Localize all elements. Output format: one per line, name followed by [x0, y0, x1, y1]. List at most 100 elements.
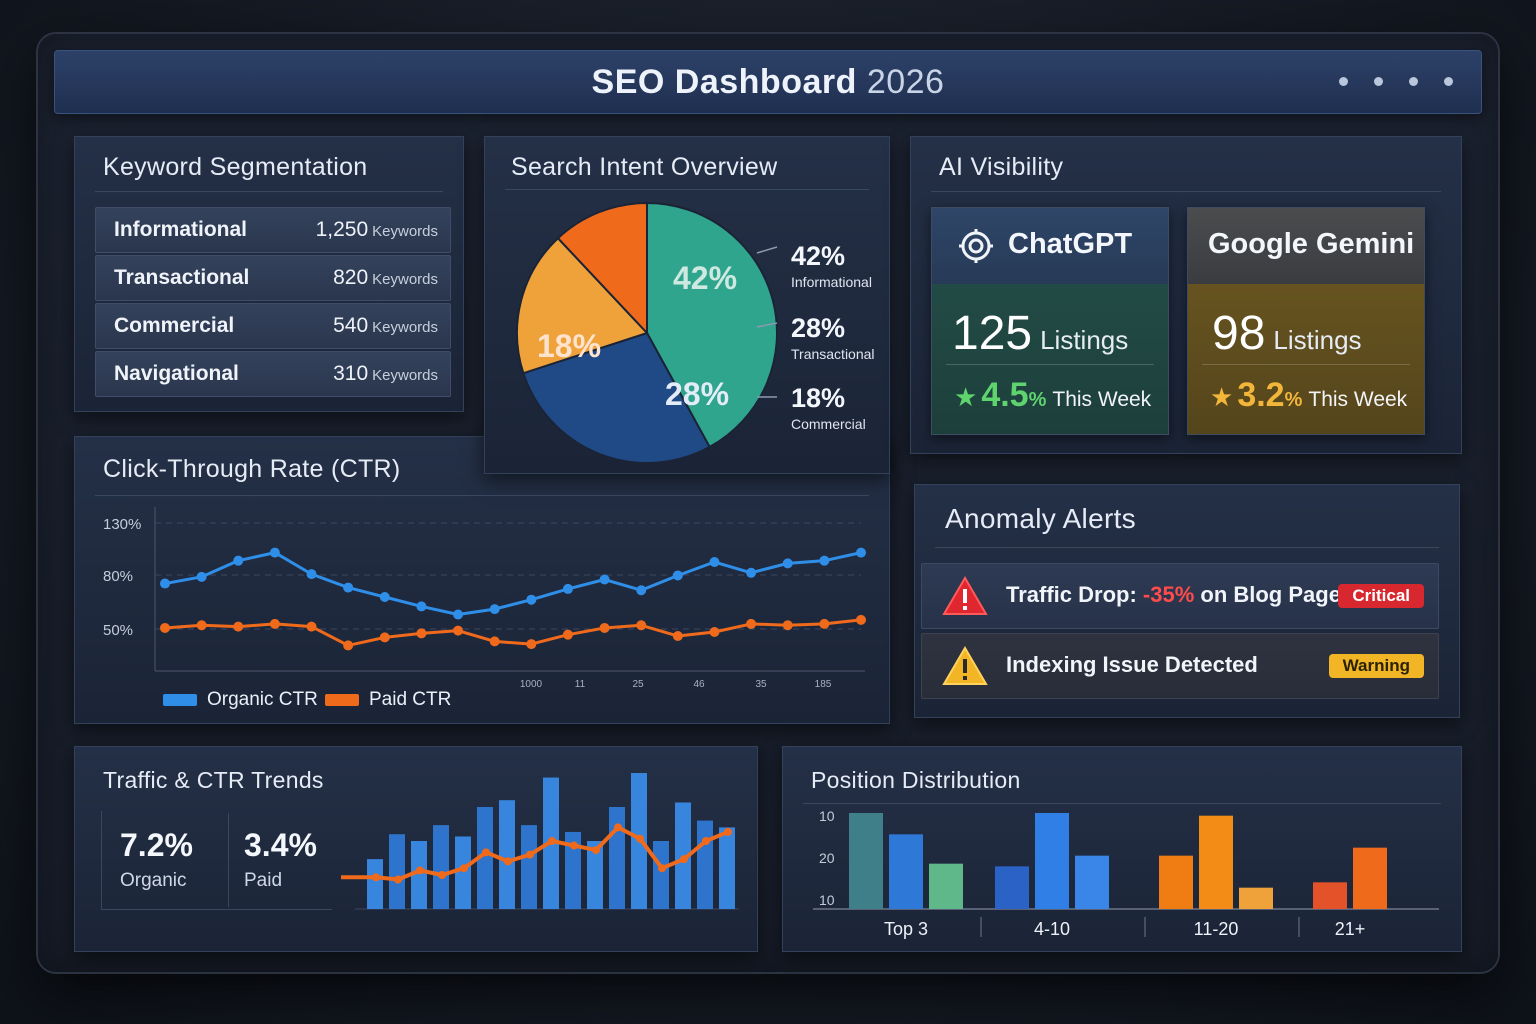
position-distribution-panel: Position Distribution 10 20 10 Top 3 4-10 11-…	[782, 746, 1462, 952]
ctr-panel: Click-Through Rate (CTR) 130% 80% 50% 1000 1…	[74, 436, 890, 724]
alert-warning[interactable]: Indexing Issue Detected Warning	[921, 633, 1439, 699]
position-bar	[1239, 887, 1273, 909]
ctr-data-point	[526, 639, 537, 650]
ctr-data-point	[526, 594, 537, 605]
anomaly-alerts-panel: Anomaly Alerts Traffic Drop: -35% on Blo…	[914, 484, 1460, 718]
keyword-row[interactable]: Navigational 310 Keywords	[95, 351, 451, 397]
traffic-bar	[367, 859, 383, 909]
divider	[935, 547, 1439, 548]
legend-label: Paid CTR	[369, 689, 452, 710]
ctr-data-point	[746, 567, 757, 578]
x-tick-label: 46	[693, 679, 705, 690]
chatgpt-card[interactable]: ChatGPT 125 Listings ★ 4.5% This Week	[931, 207, 1169, 435]
ctr-data-point	[636, 585, 647, 596]
traffic-bar	[653, 841, 669, 909]
traffic-bar	[719, 827, 735, 909]
ctr-data-point	[856, 547, 866, 558]
keyword-segmentation-panel: Keyword Segmentation Informational 1,250…	[74, 136, 464, 412]
alert-text: Traffic Drop: -35% on Blog Pages	[1006, 582, 1353, 608]
keyword-row-count: 1,250 Keywords	[316, 218, 438, 242]
card-name: Google Gemini	[1208, 228, 1415, 260]
x-tick-label: 25	[632, 679, 644, 690]
callout-label: Transactional	[791, 346, 875, 362]
ctr-data-point	[636, 620, 647, 631]
position-bar	[1035, 813, 1069, 909]
alert-critical[interactable]: Traffic Drop: -35% on Blog Pages Critica…	[921, 563, 1439, 629]
x-tick-label: 11	[575, 679, 586, 690]
ctr-line-chart: 130% 80% 50% 1000 11 25 46 35 185	[103, 507, 866, 690]
legend-organic[interactable]: Organic CTR	[163, 689, 318, 711]
ctr-data-point	[233, 621, 244, 632]
ctr-trend-point	[526, 850, 534, 859]
keyword-row[interactable]: Transactional 820 Keywords	[95, 255, 451, 301]
ctr-data-point	[489, 604, 500, 615]
ctr-data-point	[160, 622, 170, 633]
ctr-data-point	[782, 620, 793, 631]
dot-icon	[1339, 77, 1348, 86]
keyword-row[interactable]: Informational 1,250 Keywords	[95, 207, 451, 253]
traffic-bar	[411, 841, 427, 909]
callout-value: 42%	[791, 241, 845, 271]
panel-title: Position Distribution	[811, 767, 1021, 793]
ctr-data-point	[672, 631, 683, 642]
listings-count: 125	[952, 307, 1033, 360]
ctr-data-point	[160, 578, 170, 589]
ctr-data-point	[306, 621, 317, 632]
traffic-bar	[499, 800, 515, 909]
pie-slice	[522, 331, 711, 464]
group-label: Top 3	[884, 919, 928, 939]
keyword-row-name: Transactional	[114, 266, 250, 289]
dot-icon	[1444, 77, 1453, 86]
ctr-trend-point	[394, 875, 402, 884]
position-bar	[929, 863, 963, 909]
ctr-data-point	[196, 571, 207, 582]
stat-label: Paid	[244, 870, 283, 891]
trend-value: 3.2	[1237, 376, 1285, 414]
star-icon: ★	[954, 382, 978, 412]
callout-value: 18%	[791, 383, 845, 413]
traffic-trends-panel: Traffic & CTR Trends 7.2% Organic 3.4% P…	[74, 746, 758, 952]
group-label: 21+	[1335, 919, 1366, 939]
pie-slice-label: 18%	[537, 328, 601, 364]
panel-title: Keyword Segmentation	[103, 153, 368, 181]
divider	[228, 813, 229, 907]
ctr-data-point	[416, 628, 427, 639]
position-bar	[1353, 847, 1387, 909]
page-title-year: 2026	[866, 63, 945, 101]
traffic-combo-chart	[341, 773, 739, 910]
y-tick-label: 10	[819, 892, 835, 908]
ctr-trend-point	[416, 866, 424, 875]
trend-period: This Week	[1052, 388, 1152, 411]
panel-title: Anomaly Alerts	[945, 503, 1136, 534]
listings-unit: Listings	[1273, 325, 1362, 355]
search-intent-panel: Search Intent Overview 42% 18% 28% 42% Infor…	[484, 136, 890, 474]
pie-slice	[516, 236, 649, 375]
keyword-count-value: 540	[333, 314, 369, 337]
divider	[505, 189, 869, 190]
stat-paid: 3.4% Paid	[244, 827, 317, 892]
window-menu-dots[interactable]	[1339, 77, 1453, 86]
ctr-data-point	[343, 640, 354, 651]
y-tick-label: 50%	[103, 622, 133, 639]
callout-leader	[756, 322, 778, 328]
trend-percent-sign: %	[1028, 389, 1047, 411]
star-icon: ★	[1210, 382, 1234, 412]
stat-label: Organic	[120, 870, 187, 891]
alert-suffix: on Blog Pages	[1194, 582, 1354, 607]
panel-title: Search Intent Overview	[511, 153, 778, 181]
ctr-data-point	[819, 618, 830, 629]
ctr-trend-point	[548, 837, 556, 845]
pie-slice	[646, 201, 778, 449]
ctr-data-point	[709, 557, 720, 568]
position-bar	[1313, 882, 1347, 909]
card-name: ChatGPT	[1008, 228, 1133, 260]
group-label: 4-10	[1034, 919, 1070, 939]
keyword-row[interactable]: Commercial 540 Keywords	[95, 303, 451, 349]
card-header	[1188, 208, 1424, 284]
ctr-data-point	[599, 622, 610, 633]
gemini-card[interactable]: Google Gemini 98 Listings ★ 3.2% This Week	[1187, 207, 1425, 435]
legend-swatch	[163, 693, 197, 706]
ctr-data-point	[856, 614, 866, 625]
divider	[1202, 364, 1410, 365]
legend-paid[interactable]: Paid CTR	[325, 689, 451, 711]
